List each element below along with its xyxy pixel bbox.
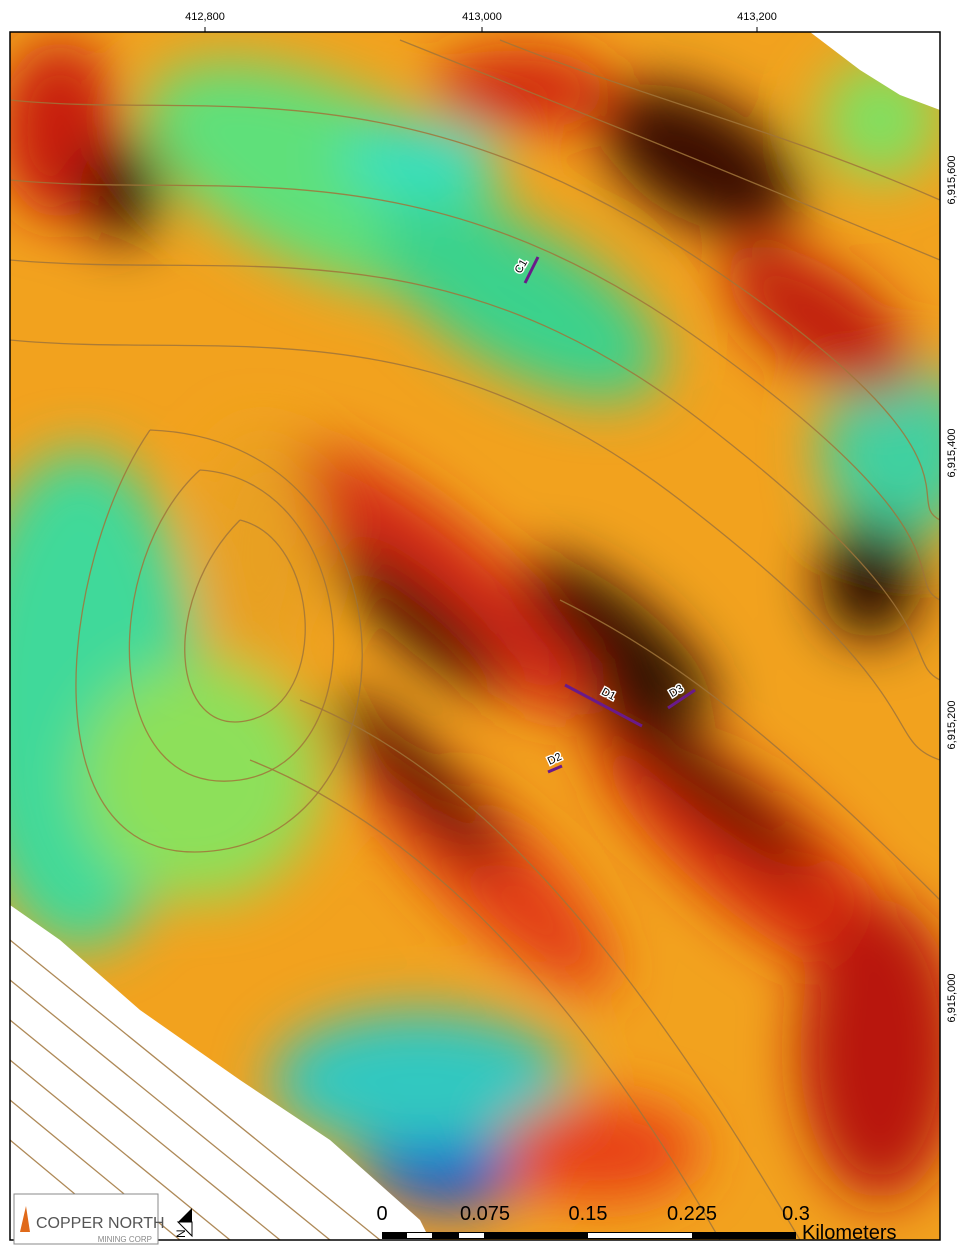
- scale-label: 0: [376, 1203, 387, 1225]
- x-coord-label: 413,000: [462, 11, 502, 23]
- y-coord-label: 6,915,200: [946, 701, 958, 750]
- scale-label: 0.15: [569, 1203, 608, 1225]
- logo-name: COPPER NORTH: [36, 1215, 165, 1232]
- map-figure: 412,800 413,000 413,200 6,915,600 6,915,…: [0, 0, 959, 1247]
- x-coord-label: 412,800: [185, 11, 225, 23]
- x-coord-label: 413,200: [737, 11, 777, 23]
- north-label: N: [174, 1229, 188, 1238]
- y-coord-label: 6,915,600: [946, 156, 958, 205]
- y-coord-label: 6,915,000: [946, 974, 958, 1023]
- logo-subtitle: MINING CORP: [98, 1235, 152, 1244]
- logo: COPPER NORTH MINING CORP: [14, 1194, 165, 1244]
- y-coord-label: 6,915,400: [946, 429, 958, 478]
- scale-unit: Kilometers: [802, 1222, 896, 1244]
- scale-label: 0.225: [667, 1203, 717, 1225]
- scale-label: 0.075: [460, 1203, 510, 1225]
